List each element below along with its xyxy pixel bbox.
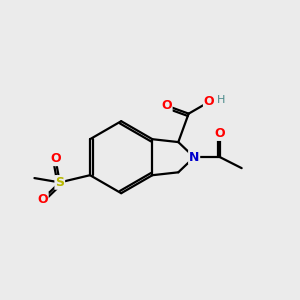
Text: O: O bbox=[161, 99, 172, 112]
Text: N: N bbox=[189, 151, 199, 164]
Text: O: O bbox=[204, 95, 214, 108]
Text: S: S bbox=[55, 176, 64, 189]
Text: O: O bbox=[37, 193, 48, 206]
Text: H: H bbox=[217, 94, 225, 105]
Text: O: O bbox=[215, 127, 225, 140]
Text: O: O bbox=[50, 152, 61, 165]
